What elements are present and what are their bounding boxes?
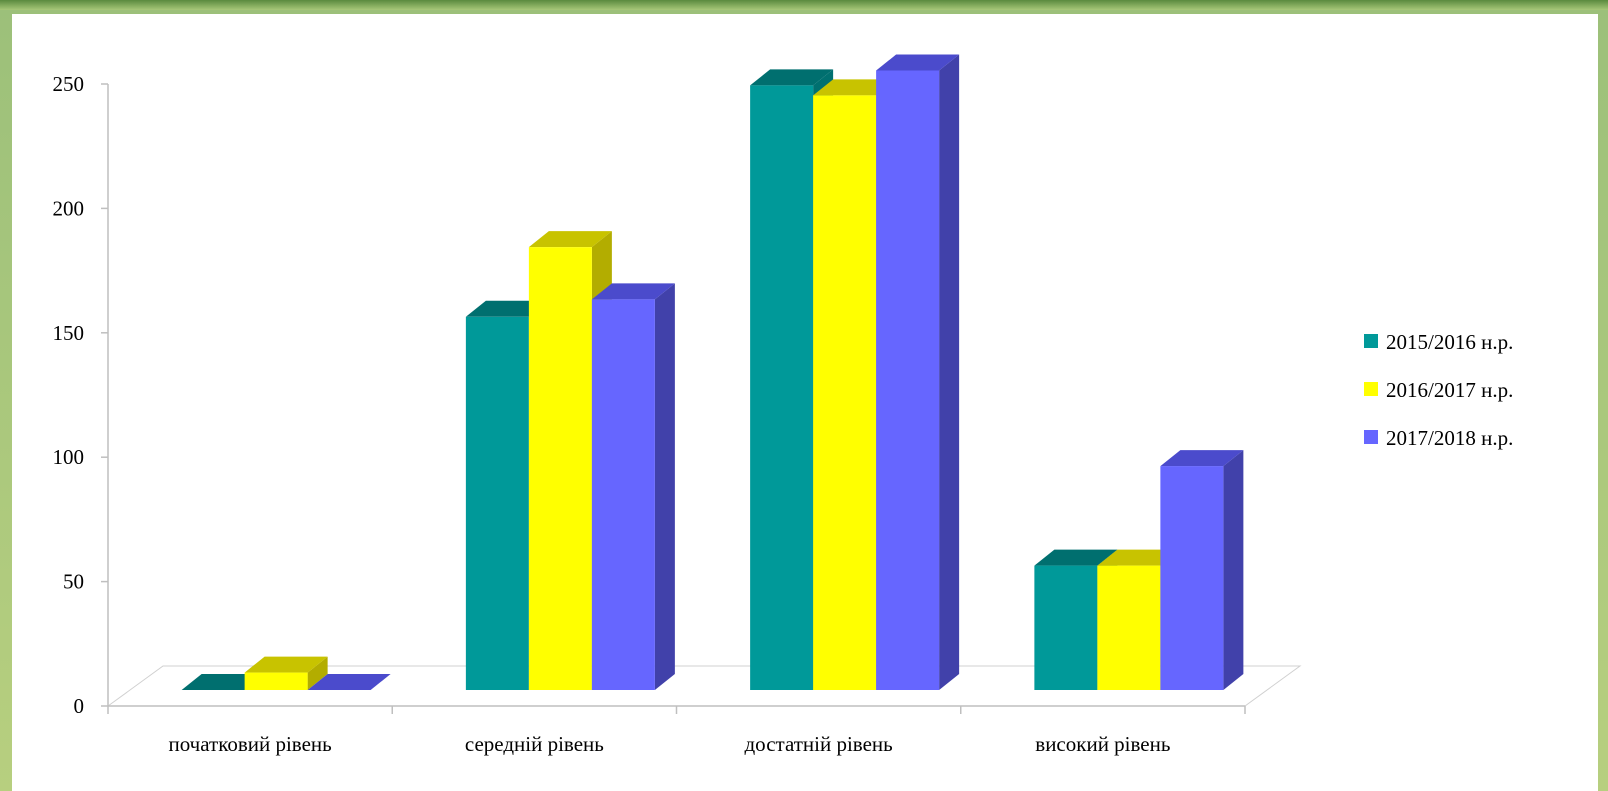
bar-top: [307, 674, 391, 690]
bar-top: [876, 54, 960, 71]
bar-side: [939, 54, 960, 691]
y-tick-label: 250: [53, 72, 85, 96]
y-tick-label: 0: [74, 694, 85, 718]
bar: [244, 672, 308, 690]
bar-top: [528, 231, 612, 248]
bar-side: [654, 283, 675, 690]
y-tick-label: 200: [53, 196, 85, 220]
bar-top: [750, 69, 834, 86]
bar-top: [1160, 450, 1244, 467]
bar-top: [244, 656, 328, 673]
bar: [528, 247, 592, 691]
bar-side: [307, 656, 328, 690]
bar-top: [181, 674, 265, 690]
bar: [1160, 466, 1224, 690]
x-category-label: достатній рівень: [745, 732, 893, 756]
bar: [813, 95, 877, 691]
legend-label: 2016/2017 н.р.: [1386, 378, 1513, 402]
bar: [1097, 565, 1161, 690]
bar-top: [1097, 549, 1181, 566]
x-category-label: середній рівень: [465, 732, 604, 756]
y-tick-label: 50: [63, 570, 84, 594]
bar: [465, 316, 529, 690]
legend-swatch: [1364, 430, 1378, 444]
bar-top: [813, 79, 897, 96]
bar-top: [1034, 549, 1118, 566]
legend-swatch: [1364, 334, 1378, 348]
bar: [750, 85, 814, 690]
bar-top: [465, 300, 549, 317]
y-tick-label: 100: [53, 445, 85, 469]
bar: [876, 70, 940, 691]
x-category-label: початковий рівень: [168, 732, 331, 756]
bar-top: [591, 283, 675, 300]
y-tick-label: 150: [53, 321, 85, 345]
bar: [1034, 565, 1098, 690]
legend-label: 2017/2018 н.р.: [1386, 426, 1513, 450]
legend-swatch: [1364, 382, 1378, 396]
bar-side: [1223, 450, 1244, 690]
x-category-label: високий рівень: [1035, 732, 1170, 756]
legend-label: 2015/2016 н.р.: [1386, 330, 1513, 354]
window-top-border: [0, 0, 1608, 10]
bar: [591, 299, 655, 690]
